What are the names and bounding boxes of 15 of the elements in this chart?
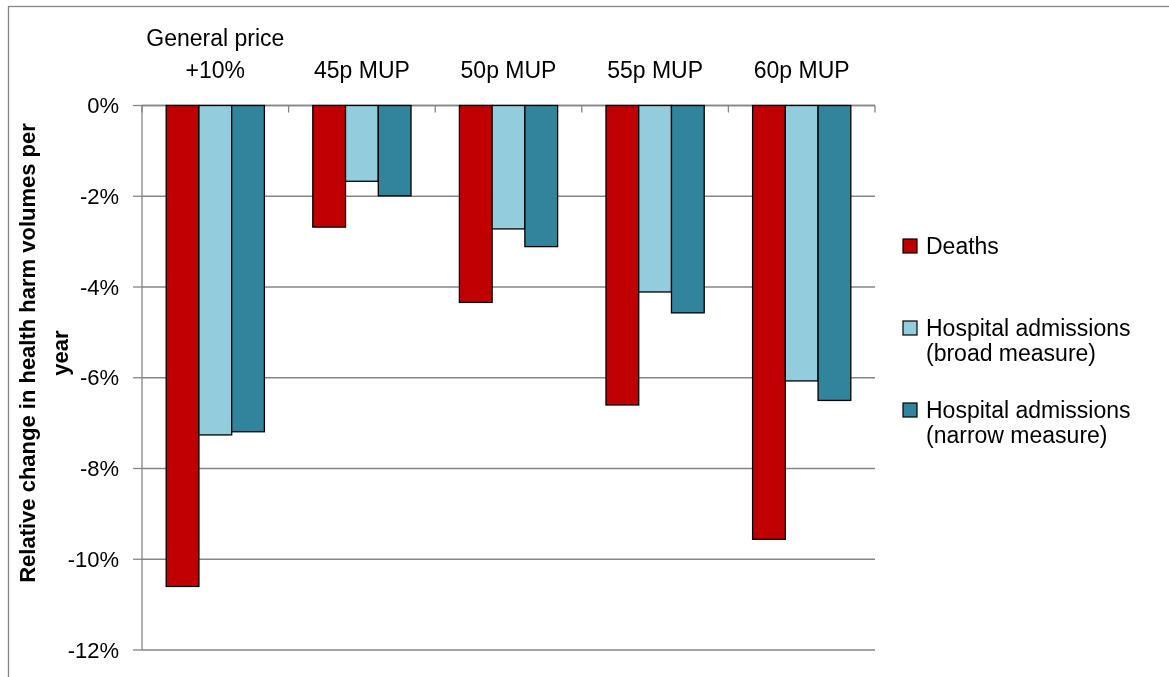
y-tick-label: -10%: [67, 546, 119, 572]
legend-label: Deaths: [926, 233, 999, 260]
y-tick-label: -2%: [79, 183, 119, 209]
y-tick-label: 0%: [87, 93, 119, 119]
x-tick-label: 45p MUP: [313, 57, 410, 83]
y-tick-label: -12%: [67, 637, 119, 663]
x-tick-label: 50p MUP: [460, 57, 557, 83]
x-tick-label: General price +10%: [146, 25, 285, 83]
y-tick-label: -6%: [79, 365, 119, 391]
legend-label: Hospital admissions (narrow measure): [926, 397, 1131, 449]
legend-label: Hospital admissions (broad measure): [926, 315, 1131, 367]
x-tick-label: 60p MUP: [753, 57, 850, 83]
x-tick-label: 55p MUP: [607, 57, 704, 83]
y-tick-label: -8%: [79, 456, 119, 482]
y-tick-label: -4%: [79, 274, 119, 300]
